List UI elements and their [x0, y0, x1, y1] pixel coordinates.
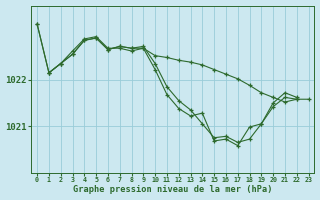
X-axis label: Graphe pression niveau de la mer (hPa): Graphe pression niveau de la mer (hPa) [73, 185, 273, 194]
